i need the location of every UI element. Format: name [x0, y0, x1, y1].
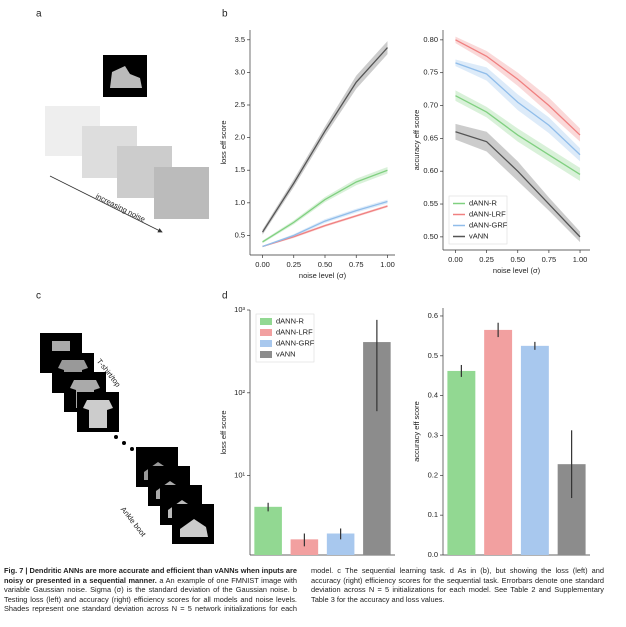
line [262, 205, 388, 248]
error-band [455, 59, 581, 162]
panel-label: a [36, 9, 42, 20]
caption: Fig. 7 | Dendritic ANNs are more accurat… [4, 566, 604, 614]
y-tick-label: 0.75 [423, 68, 438, 77]
line [455, 95, 581, 176]
y-tick-label: 0.50 [423, 232, 438, 241]
line [262, 169, 388, 243]
y-tick-label: 0.0 [428, 550, 438, 559]
y-tick-label: 1.0 [235, 198, 245, 207]
x-axis-label: noise level (σ) [299, 271, 347, 280]
y-axis-label: loss eff score [219, 120, 228, 164]
legend-swatch [260, 351, 272, 358]
y-tick-label: 0.70 [423, 101, 438, 110]
legend-label: dANN-GRF [276, 338, 315, 347]
sequence-images [40, 333, 214, 544]
bar [520, 345, 549, 555]
y-tick-label: 0.4 [428, 391, 438, 400]
x-tick-label: 0.00 [255, 260, 270, 269]
y-tick-label: 10³ [234, 305, 245, 314]
legend-label: vANN [276, 349, 296, 358]
legend-swatch [260, 340, 272, 347]
legend-label: dANN-R [469, 198, 498, 207]
x-tick-label: 1.00 [573, 255, 588, 264]
line [455, 62, 581, 156]
line [261, 47, 388, 233]
y-tick-label: 0.6 [428, 311, 438, 320]
legend-swatch [260, 329, 272, 336]
y-tick-label: 0.5 [428, 351, 438, 360]
caption-body: a An example of one FMNIST image with va… [4, 566, 604, 614]
y-tick-label: 0.60 [423, 166, 438, 175]
error-band [262, 41, 388, 235]
y-tick-label: 3.0 [235, 67, 245, 76]
panel-label: b [222, 9, 228, 20]
y-tick-label: 3.5 [235, 35, 245, 44]
y-tick-label: 2.0 [235, 133, 245, 142]
x-tick-label: 0.75 [349, 260, 364, 269]
y-tick-label: 1.5 [235, 165, 245, 174]
class-label: Ankle boot [119, 505, 148, 539]
panel-label: c [36, 291, 41, 302]
x-tick-label: 0.00 [448, 255, 463, 264]
legend-label: dANN-LRF [276, 327, 313, 336]
y-tick-label: 0.5 [235, 230, 245, 239]
line [262, 200, 388, 248]
y-tick-label: 0.55 [423, 199, 438, 208]
noisy-images [45, 106, 209, 219]
panel-label: d [222, 291, 228, 302]
y-tick-label: 0.2 [428, 470, 438, 479]
x-tick-label: 0.25 [286, 260, 301, 269]
bar [290, 539, 319, 555]
legend-label: vANN [469, 231, 489, 240]
error-band [262, 166, 388, 244]
x-tick-label: 0.50 [318, 260, 333, 269]
y-tick-label: 0.1 [428, 510, 438, 519]
line [455, 39, 581, 136]
y-tick-label: 0.3 [428, 430, 438, 439]
x-tick-label: 0.75 [542, 255, 557, 264]
caption-title: Fig. 7 | Dendritic ANNs are more accurat… [4, 566, 297, 585]
legend-label: dANN-GRF [469, 220, 508, 229]
y-tick-label: 10¹ [234, 471, 245, 480]
y-tick-label: 0.80 [423, 35, 438, 44]
x-tick-label: 0.50 [510, 255, 525, 264]
bar [254, 506, 282, 555]
noise-arrow [49, 175, 163, 233]
clean-image [103, 55, 147, 97]
x-tick-label: 0.25 [479, 255, 494, 264]
bar [484, 329, 513, 555]
y-tick-label: 2.5 [235, 100, 245, 109]
line [455, 131, 581, 238]
y-axis-label: accuracy eff score [412, 110, 421, 171]
bar [326, 533, 355, 555]
legend-label: dANN-R [276, 316, 305, 325]
x-tick-label: 1.00 [380, 260, 395, 269]
legend-label: dANN-LRF [469, 209, 506, 218]
y-axis-label: accuracy eff score [412, 401, 421, 462]
error-band [455, 36, 581, 142]
x-axis-label: noise level (σ) [493, 266, 541, 275]
y-tick-label: 10² [234, 388, 245, 397]
bar [447, 370, 476, 555]
y-tick-label: 0.65 [423, 133, 438, 142]
figure: a b c d increasing noise T-shirt/top Ank… [36, 9, 590, 559]
y-axis-label: loss eff score [219, 410, 228, 454]
legend-swatch [260, 318, 272, 325]
